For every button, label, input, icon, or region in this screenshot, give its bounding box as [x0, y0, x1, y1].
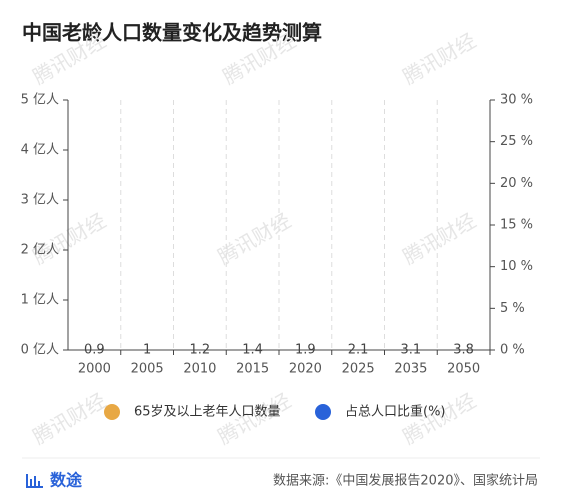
watermark: 腾讯财经 [399, 28, 480, 89]
y2-tick-label: 20 % [500, 176, 533, 191]
x-tick-label: 2035 [394, 362, 427, 377]
x-tick-label: 2015 [236, 362, 269, 377]
value-label: 2.1 [348, 343, 369, 358]
x-tick-label: 2000 [78, 362, 111, 377]
value-label: 1 [143, 343, 151, 358]
watermark: 腾讯财经 [29, 208, 110, 269]
y-tick-label: 3 亿人 [21, 193, 59, 208]
legend-swatch [104, 404, 120, 420]
x-tick-label: 2025 [342, 362, 375, 377]
x-tick-label: 2050 [447, 362, 480, 377]
legend-swatch [315, 404, 331, 420]
x-tick-label: 2020 [289, 362, 322, 377]
legend-label: 占总人口比重(%) [345, 404, 446, 420]
y2-tick-label: 30 % [500, 93, 533, 108]
y-tick-label: 2 亿人 [21, 243, 59, 258]
value-label: 1.2 [190, 343, 211, 358]
chart-title: 中国老龄人口数量变化及趋势测算 [22, 21, 322, 45]
logo-icon [26, 474, 43, 488]
y2-tick-label: 15 % [500, 218, 533, 233]
value-label: 1.9 [295, 343, 316, 358]
y2-tick-label: 5 % [500, 301, 525, 316]
x-tick-label: 2005 [131, 362, 164, 377]
legend-label: 65岁及以上老年人口数量 [134, 405, 281, 420]
y-tick-label: 5 亿人 [21, 93, 59, 108]
y2-tick-label: 25 % [500, 134, 533, 149]
y-tick-label: 0 亿人 [21, 343, 59, 358]
value-label: 3.8 [453, 343, 474, 358]
watermark: 腾讯财经 [29, 388, 110, 449]
x-tick-label: 2010 [183, 362, 216, 377]
y-tick-label: 1 亿人 [21, 293, 59, 308]
value-label: 3.1 [401, 343, 422, 358]
y2-tick-label: 0 % [500, 343, 525, 358]
source: 数据来源:《中国发展报告2020》、国家统计局 [273, 473, 538, 489]
value-label: 0.9 [84, 343, 105, 358]
value-label: 1.4 [242, 343, 263, 358]
y-tick-label: 4 亿人 [21, 143, 59, 158]
y2-tick-label: 10 % [500, 259, 533, 274]
logo: 数途 [50, 471, 83, 490]
watermark: 腾讯财经 [399, 208, 480, 269]
